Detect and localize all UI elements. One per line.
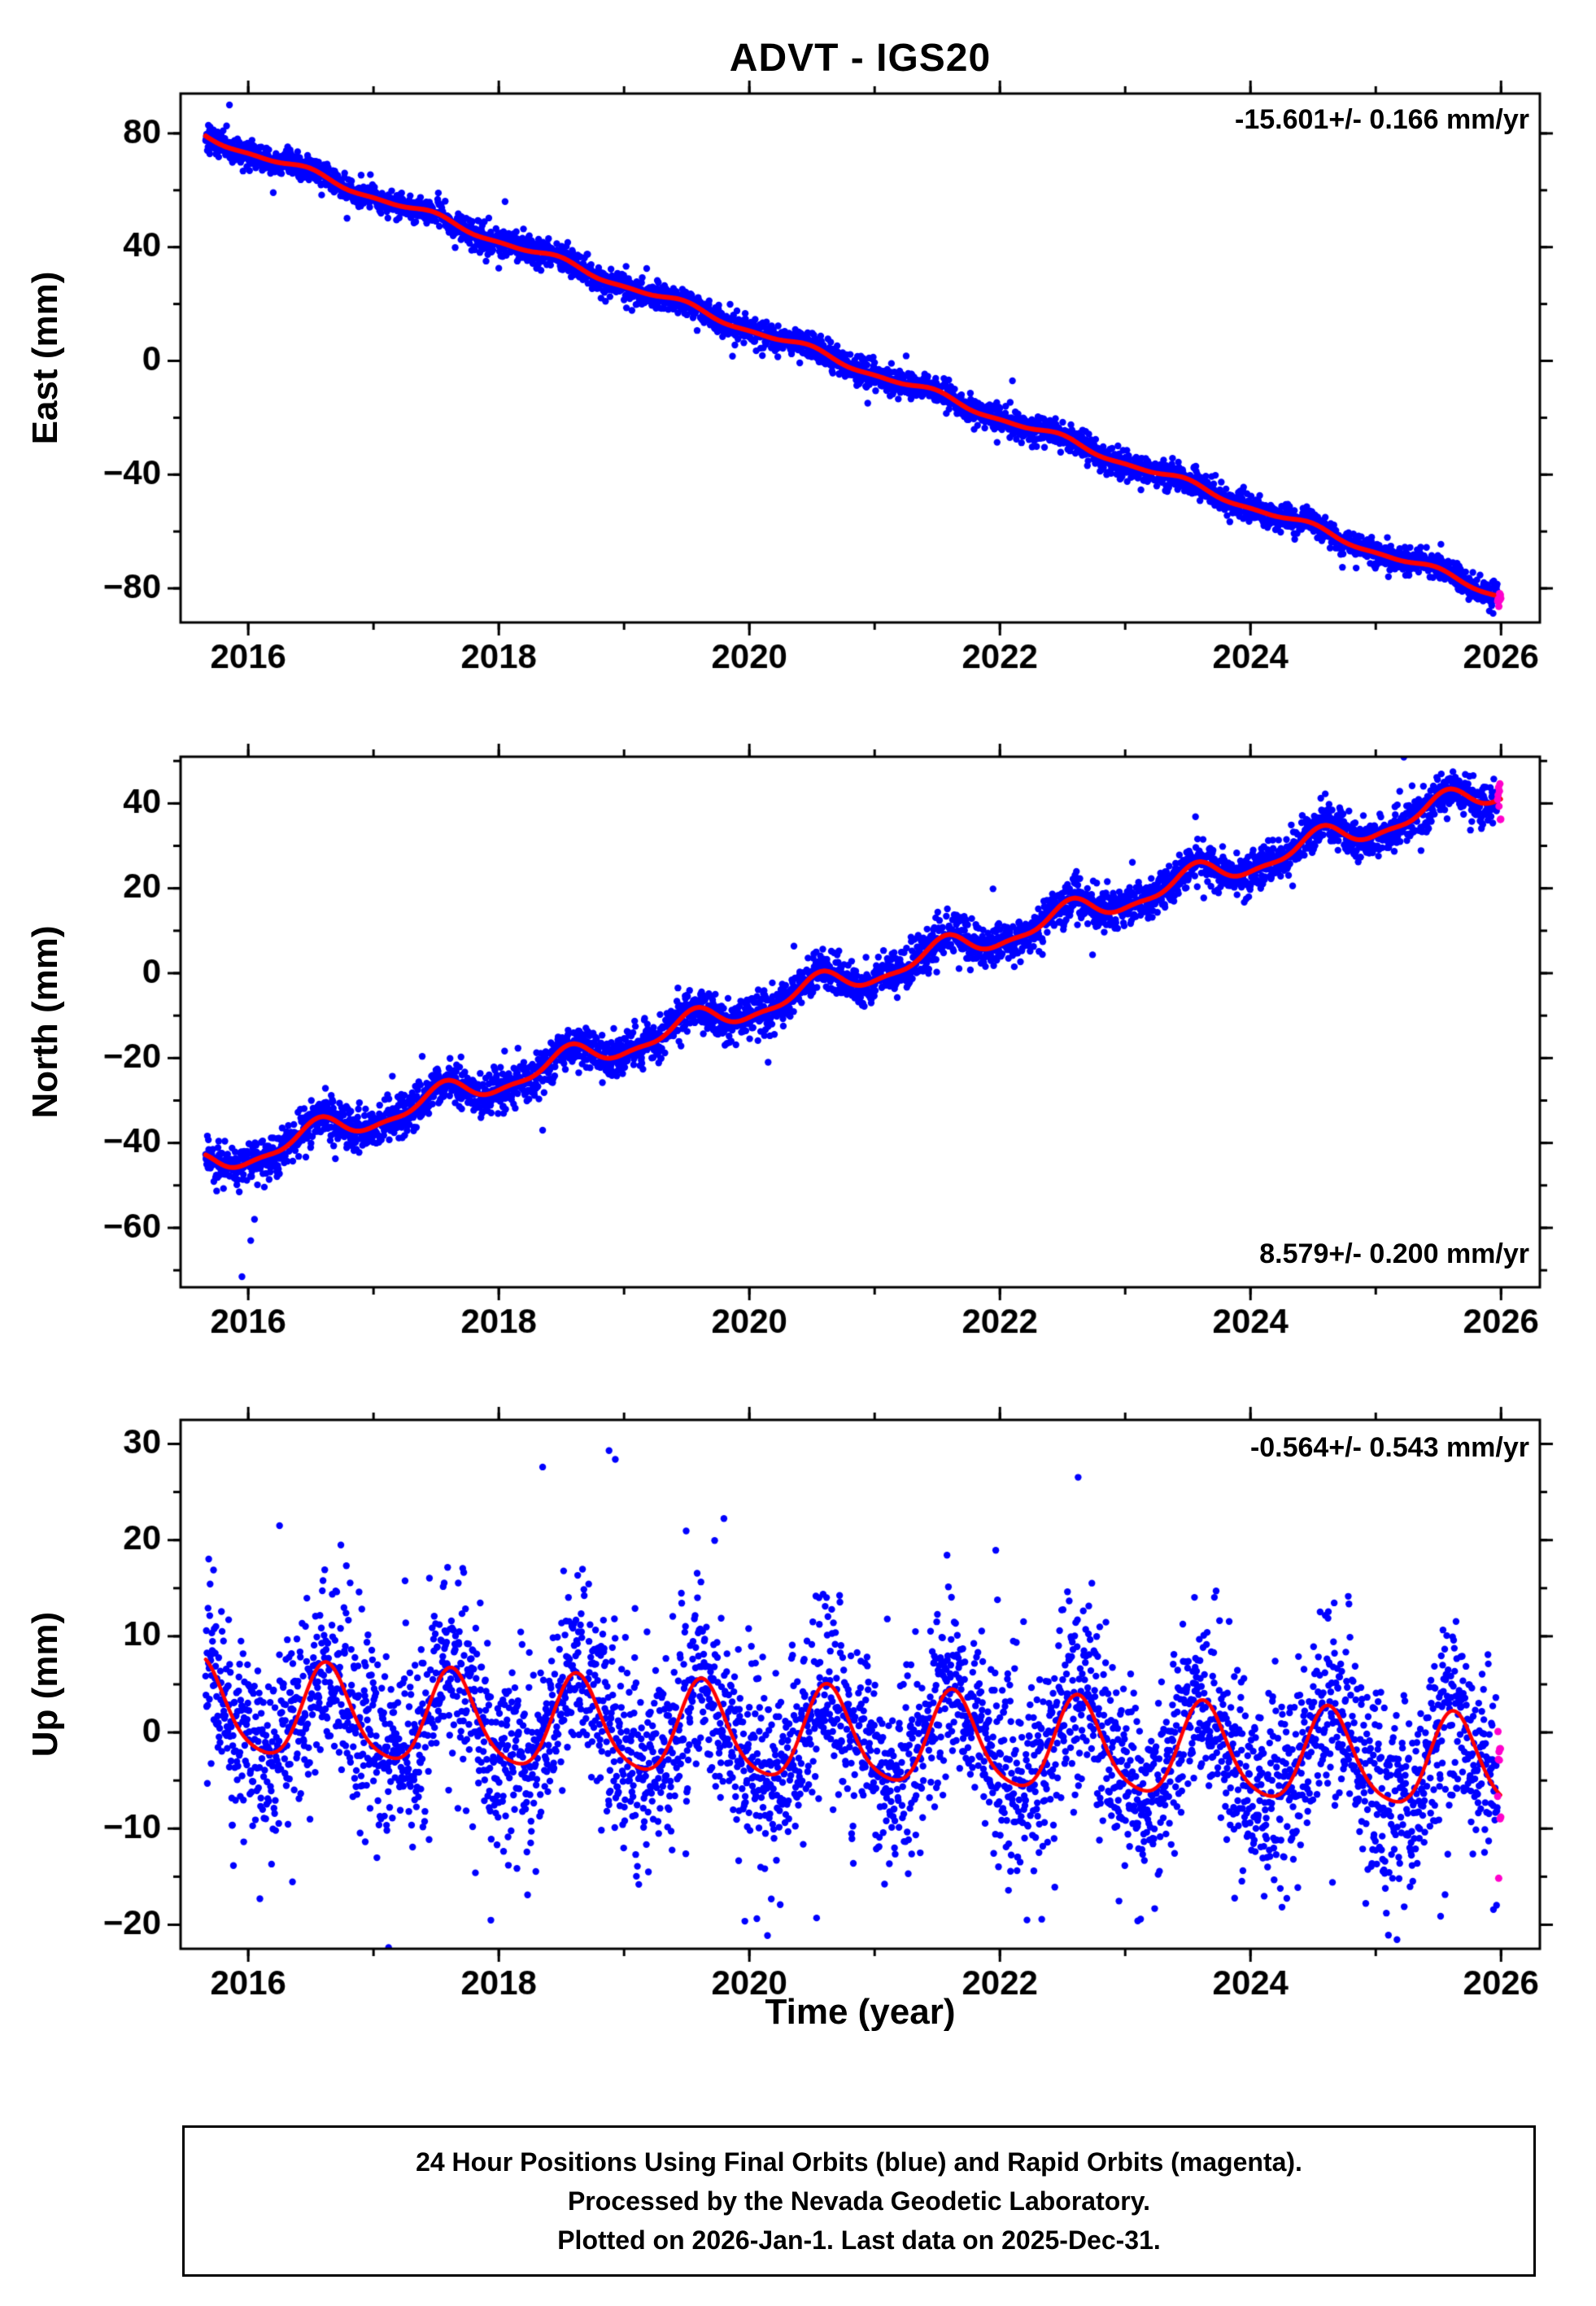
east-rate-annotation: -15.601+/- 0.166 mm/yr (1235, 104, 1529, 135)
footer-line-plot-date: Plotted on 2026-Jan-1. Last data on 2025… (557, 2225, 1161, 2255)
up-rate-annotation: -0.564+/- 0.543 mm/yr (1249, 1432, 1529, 1463)
north-rate-annotation: 8.579+/- 0.200 mm/yr (1259, 1238, 1529, 1269)
y-axis-label-north: North (mm) (25, 925, 65, 1119)
y-axis-label-up: Up (mm) (25, 1611, 65, 1758)
x-axis-label: Time (year) (765, 1992, 956, 2032)
footer-line-processed-by: Processed by the Nevada Geodetic Laborat… (567, 2186, 1151, 2216)
footer-note-box: 24 Hour Positions Using Final Orbits (bl… (182, 2125, 1536, 2277)
y-axis-label-east: East (mm) (25, 271, 65, 445)
footer-line-orbits: 24 Hour Positions Using Final Orbits (bl… (416, 2147, 1302, 2177)
